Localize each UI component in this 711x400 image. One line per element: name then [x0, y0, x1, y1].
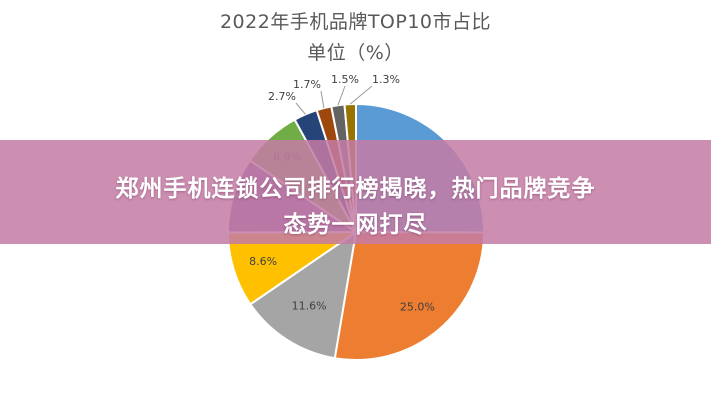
leader-line	[349, 85, 373, 105]
pie-slice	[248, 229, 358, 360]
pie-slice	[333, 230, 486, 361]
leader-line	[295, 102, 306, 115]
slice-data-label: 11.6%	[292, 299, 327, 312]
slice-data-label: 8.6%	[249, 255, 277, 268]
slice-data-label: 1.3%	[372, 73, 400, 86]
slice-data-label: 1.5%	[331, 73, 359, 86]
slice-data-label: 2.7%	[268, 90, 296, 103]
chart-title: 2022年手机品牌TOP10市占比	[219, 11, 492, 33]
headline-line-1: 郑州手机连锁公司排行榜揭晓，热门品牌竞争	[115, 176, 596, 202]
slice-data-label: 25.0%	[400, 301, 435, 314]
headline-line-2: 态势一网打尽	[283, 212, 428, 238]
headline-banner: 郑州手机连锁公司排行榜揭晓，热门品牌竞争 态势一网打尽	[0, 140, 711, 244]
chart-subtitle: 单位（%）	[307, 42, 404, 64]
leader-line	[337, 85, 346, 106]
leader-line	[320, 90, 325, 109]
slice-data-label: 1.7%	[293, 78, 321, 91]
